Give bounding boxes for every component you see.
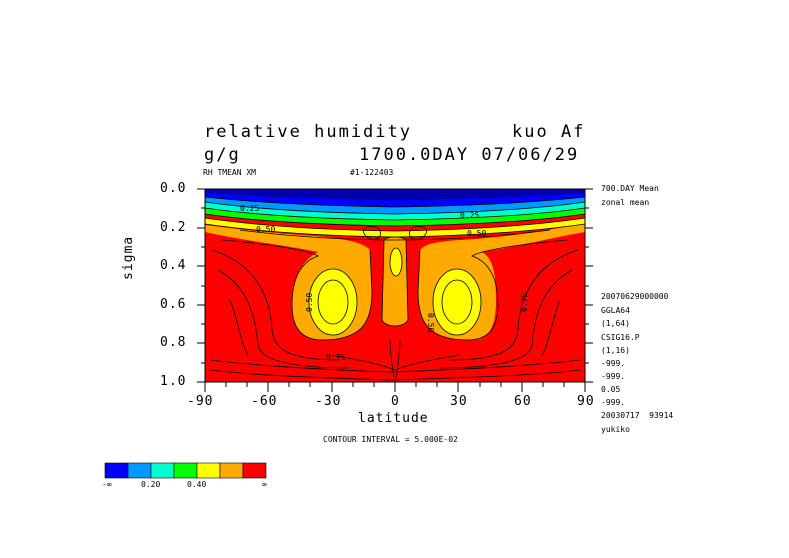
contour-label: 0.75 bbox=[520, 292, 529, 312]
side-meta: -999. bbox=[601, 398, 626, 407]
time-label: 1700.0DAY 07/06/29 bbox=[359, 145, 580, 165]
colorbar-label: 0.40 bbox=[187, 480, 207, 489]
x-tick-label: -60 bbox=[251, 394, 278, 409]
side-meta: 0.05 bbox=[601, 385, 621, 394]
units-label: g/g bbox=[204, 145, 241, 165]
contour-label: 0.50 bbox=[426, 313, 435, 333]
y-tick-label: 0.4 bbox=[160, 258, 187, 273]
fill-yellow-left bbox=[309, 269, 357, 335]
contour-interval-label: CONTOUR INTERVAL = 5.000E-02 bbox=[323, 435, 458, 444]
side-meta: 20030717 93914 bbox=[601, 411, 674, 420]
colorbar-label: 0.20 bbox=[141, 480, 161, 489]
contour-label: 0.50 bbox=[467, 229, 487, 238]
side-meta: (1,16) bbox=[601, 346, 630, 355]
x-ticks bbox=[204, 382, 586, 392]
side-meta: CSIG16.P bbox=[601, 333, 640, 342]
x-tick-label: -30 bbox=[315, 394, 342, 409]
x-tick-label: -90 bbox=[187, 394, 214, 409]
side-meta: 20070629000000 bbox=[601, 292, 669, 301]
contour-label: 0.75 bbox=[326, 353, 346, 362]
contour-label: 0.50 bbox=[305, 292, 314, 312]
colorbar-label: -∞ bbox=[102, 480, 112, 489]
contour-lines bbox=[205, 196, 585, 381]
side-meta: -999. bbox=[601, 359, 626, 368]
side-meta: -999. bbox=[601, 372, 626, 381]
side-info-zonal: zonal mean bbox=[601, 198, 650, 207]
fill-yellow-right bbox=[433, 269, 481, 335]
contour-label: 0.25 bbox=[460, 211, 480, 220]
title-right: kuo Af bbox=[512, 122, 586, 142]
x-axis-label: latitude bbox=[358, 411, 429, 426]
y-tick-label: 0.8 bbox=[160, 335, 187, 350]
contour-label: 0.50 bbox=[256, 225, 276, 234]
title-left: relative humidity bbox=[204, 122, 412, 142]
side-meta: yukiko bbox=[601, 425, 630, 434]
fill-yellow-band bbox=[205, 218, 585, 237]
side-meta: GGLA64 bbox=[601, 306, 630, 315]
fill-darkblue bbox=[205, 189, 585, 200]
y-tick-label: 0.2 bbox=[160, 220, 187, 235]
y-axis-label: sigma bbox=[121, 235, 136, 280]
y-tick-label: 1.0 bbox=[160, 374, 187, 389]
side-info-mean: 700.DAY Mean bbox=[601, 184, 659, 193]
side-meta: (1,64) bbox=[601, 319, 630, 328]
x-tick-label: 0 bbox=[391, 394, 400, 409]
x-tick-label: 60 bbox=[514, 394, 532, 409]
variable-label: RH TMEAN XM bbox=[203, 168, 256, 177]
fill-orange-top bbox=[205, 189, 585, 340]
colorbar bbox=[104, 462, 267, 479]
y-tick-label: 0.0 bbox=[160, 181, 187, 196]
x-tick-label: 30 bbox=[450, 394, 468, 409]
fill-yellow-center bbox=[390, 248, 402, 276]
run-id-label: #1-122403 bbox=[350, 168, 394, 177]
contour-label: 0.25 bbox=[240, 204, 260, 213]
colorbar-label: ∞ bbox=[262, 480, 267, 489]
y-tick-label: 0.6 bbox=[160, 297, 187, 312]
y-ticks bbox=[197, 188, 593, 383]
x-tick-label: 90 bbox=[577, 394, 595, 409]
